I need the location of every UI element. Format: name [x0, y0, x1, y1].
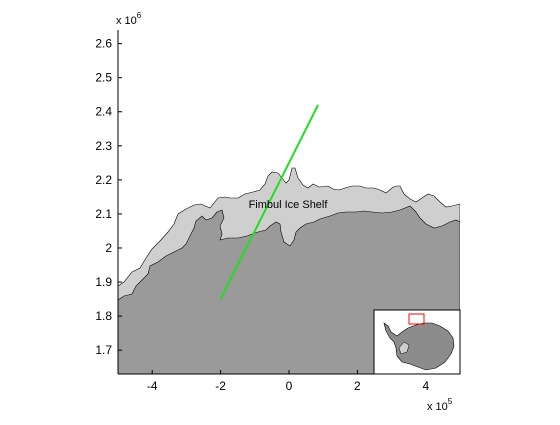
x-tick-label: -2 [215, 379, 226, 393]
y-tick-label: 1.9 [95, 275, 112, 289]
y-tick-label: 2.1 [95, 207, 112, 221]
x-tick-label: 0 [286, 379, 293, 393]
x-tick-label: -4 [147, 379, 158, 393]
y-axis-ticks: 1.7 1.8 1.9 2 2.1 2.2 2.3 2.4 2.5 2.6 [95, 37, 122, 357]
inset-antarctica-shape [383, 322, 455, 371]
antarctica-locator-icon [373, 309, 461, 375]
x-tick-label: 2 [354, 379, 361, 393]
y-exponent-label: x 106 [116, 11, 142, 27]
y-tick-label: 2.3 [95, 139, 112, 153]
x-tick-label: 4 [422, 379, 429, 393]
y-tick-label: 2.5 [95, 71, 112, 85]
x-exponent-label: x 105 [427, 397, 453, 413]
flight-profile-line [219, 104, 319, 300]
inset-region-highlight [408, 313, 425, 325]
y-tick-label: 1.8 [95, 309, 112, 323]
y-tick-label: 2.2 [95, 173, 112, 187]
y-tick-label: 2 [105, 241, 112, 255]
y-tick-label: 1.7 [95, 343, 112, 357]
y-tick-label: 2.6 [95, 37, 112, 51]
ice-shelf-label: Fimbul Ice Shelf [249, 199, 329, 211]
inset-ice-shelf-shape [398, 341, 410, 355]
y-tick-label: 2.4 [95, 105, 112, 119]
